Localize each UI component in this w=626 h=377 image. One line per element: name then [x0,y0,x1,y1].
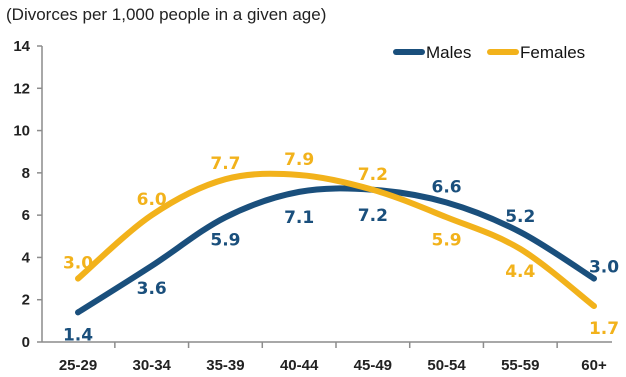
series-line-males [75,185,597,316]
x-tick-label: 55-59 [501,357,539,374]
data-label-females: 7.2 [358,165,388,185]
legend-label-males: Males [426,43,471,62]
y-tick-label: 4 [22,249,31,266]
chart-subtitle: (Divorces per 1,000 people in a given ag… [6,5,326,24]
data-label-females: 4.4 [505,262,535,282]
data-label-males: 5.9 [210,230,240,250]
series-layer [75,170,597,316]
y-tick-label: 10 [13,123,30,140]
y-tick-label: 2 [22,292,30,309]
data-label-females: 5.9 [432,230,462,250]
x-tick-label: 50-54 [427,357,466,374]
x-tick-label: 40-44 [280,357,319,374]
data-label-males: 7.1 [284,208,314,228]
y-axis: 0 2 4 6 8 10 12 14 [13,38,43,351]
x-tick-label: 60+ [581,357,607,374]
y-tick-label: 14 [13,38,30,55]
legend-label-females: Females [520,43,585,62]
data-label-males: 5.2 [505,207,535,227]
y-tick-label: 8 [22,165,30,182]
y-tick-label: 0 [22,334,30,351]
data-label-males: 3.6 [137,279,167,299]
x-tick-label: 25-29 [59,357,97,374]
data-label-males: 3.0 [589,258,619,278]
chart-legend: Males Females [393,43,585,62]
series-line-females [75,170,597,310]
data-label-males: 7.2 [358,206,388,226]
data-label-females: 7.9 [284,150,314,170]
data-label-females: 1.7 [589,319,619,339]
data-label-females: 6.0 [137,190,167,210]
x-tick-label: 35-39 [206,357,244,374]
x-axis: 25-29 30-34 35-39 40-44 45-49 50-54 55-59 60+ [42,341,612,374]
y-tick-label: 12 [13,80,30,97]
data-label-females: 3.0 [63,254,93,274]
x-tick-label: 45-49 [354,357,392,374]
data-label-layer: 1.4 3.6 5.9 7.1 7.2 6.6 5.2 3.0 3.0 6.0 7.7 7.9 7.2 5… [63,150,619,345]
data-label-males: 1.4 [63,325,93,345]
y-tick-label: 6 [22,207,30,224]
data-label-males: 6.6 [432,177,462,197]
x-tick-label: 30-34 [133,357,172,374]
data-label-females: 7.7 [210,154,240,174]
